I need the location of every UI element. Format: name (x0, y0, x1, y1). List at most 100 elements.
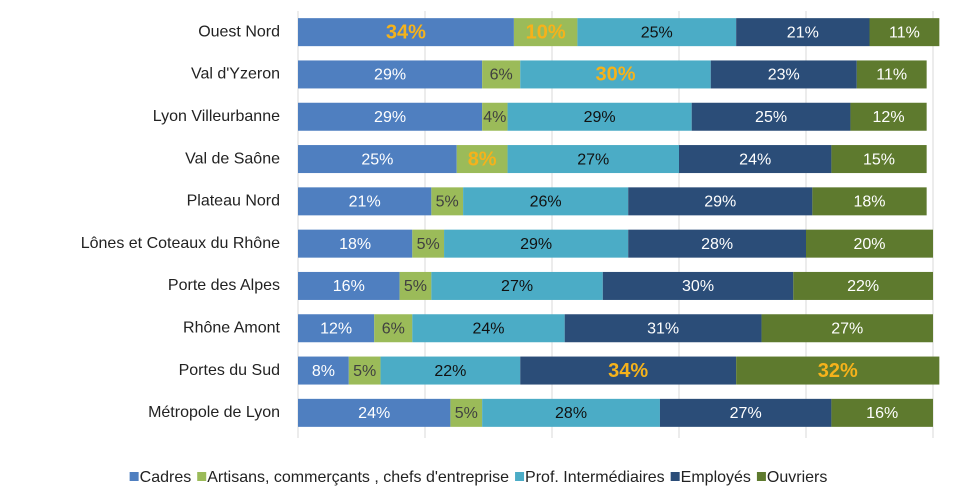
bar-segment (482, 102, 508, 131)
data-label: 23% (768, 67, 800, 84)
data-label: 5% (353, 363, 376, 380)
data-label: 25% (641, 24, 673, 41)
bar-segment (793, 271, 933, 300)
bar-segment (761, 314, 933, 343)
data-label: 21% (349, 194, 381, 211)
bar-segment (399, 271, 432, 300)
bar-segment (520, 356, 737, 385)
bar-segment (628, 187, 813, 216)
data-label: 8% (468, 148, 497, 170)
data-label: 27% (831, 320, 863, 337)
y-tick-label: Porte des Alpes (168, 277, 280, 294)
data-label: 34% (386, 21, 426, 43)
y-tick-label: Val de Saône (185, 150, 280, 167)
bar-segment (577, 18, 737, 47)
data-label: 15% (863, 151, 895, 168)
bar-segment (831, 145, 927, 174)
y-tick-label: Rhône Amont (183, 319, 281, 336)
data-label: 16% (333, 278, 365, 295)
data-label: 22% (434, 363, 466, 380)
bar-segment (380, 356, 521, 385)
bar-segment (869, 18, 940, 47)
data-label: 21% (787, 24, 819, 41)
bar-segment (710, 60, 857, 89)
data-label: 25% (361, 151, 393, 168)
data-label: 24% (358, 405, 390, 422)
data-label: 11% (876, 67, 907, 84)
data-label: 28% (701, 236, 733, 253)
data-label: 12% (873, 109, 905, 126)
data-label: 27% (501, 278, 533, 295)
bar-segment (507, 102, 692, 131)
data-label: 28% (555, 405, 587, 422)
bar-segment (444, 229, 629, 258)
legend-label: Cadres (140, 469, 192, 486)
data-label: 5% (404, 278, 427, 295)
data-label: 29% (584, 109, 616, 126)
data-label: 6% (382, 320, 405, 337)
bar-segment (659, 398, 832, 427)
y-tick-label: Portes du Sud (179, 362, 280, 379)
bar-segment (736, 18, 870, 47)
y-tick-label: Lyon Villeurbanne (153, 108, 280, 125)
data-label: 18% (853, 194, 885, 211)
y-tick-label: Ouest Nord (198, 23, 280, 40)
bar-segment (450, 398, 483, 427)
data-label: 34% (608, 360, 648, 382)
data-label: 4% (483, 109, 506, 126)
bar-segment (298, 187, 432, 216)
bar-segment (736, 356, 940, 385)
data-label: 16% (866, 405, 898, 422)
bar-segment (856, 60, 927, 89)
legend-swatch (670, 472, 680, 481)
data-label: 12% (320, 320, 352, 337)
data-label: 5% (417, 236, 440, 253)
y-tick-label: Val d'Yzeron (191, 66, 280, 83)
bar-segment (412, 229, 445, 258)
bar-segment (482, 398, 660, 427)
bar-segment (431, 271, 603, 300)
data-label: 29% (704, 194, 736, 211)
bar-segment (806, 229, 933, 258)
data-label: 25% (755, 109, 787, 126)
data-label: 32% (818, 360, 858, 382)
data-label: 26% (530, 194, 562, 211)
legend-swatch (197, 472, 207, 481)
data-label: 24% (472, 320, 504, 337)
data-label: 5% (455, 405, 478, 422)
data-label: 10% (526, 21, 566, 43)
legend-label: Prof. Intermédiaires (525, 469, 665, 486)
bar-segment (507, 145, 679, 174)
legend-label: Ouvriers (767, 469, 827, 486)
data-label: 27% (730, 405, 762, 422)
data-label: 30% (682, 278, 714, 295)
bar-segment (298, 271, 400, 300)
bar-segment (463, 187, 629, 216)
data-label: 22% (847, 278, 879, 295)
legend: Cadres Artisans, commerçants , chefs d'en… (129, 469, 827, 486)
data-label: 31% (647, 320, 679, 337)
data-label: 27% (577, 151, 609, 168)
y-tick-label: Métropole de Lyon (148, 404, 280, 421)
bar-segment (456, 145, 508, 174)
bar-segment (298, 314, 375, 343)
bar-segment (831, 398, 933, 427)
bar-segment (513, 18, 578, 47)
y-tick-label: Plateau Nord (187, 193, 280, 210)
bar-segment (564, 314, 762, 343)
bar-segment (431, 187, 464, 216)
legend-swatch (756, 472, 766, 481)
data-label: 8% (312, 363, 335, 380)
bar-segment (298, 356, 349, 385)
legend-label: Employés (681, 469, 751, 486)
bar-segment (602, 271, 794, 300)
data-label: 18% (339, 236, 371, 253)
bar-segment (628, 229, 806, 258)
bar-segment (850, 102, 927, 131)
data-label: 29% (374, 67, 406, 84)
bar-segment (298, 18, 514, 47)
data-label: 29% (520, 236, 552, 253)
bar-segment (520, 60, 711, 89)
bar-segment (691, 102, 851, 131)
bar-segment (298, 398, 451, 427)
